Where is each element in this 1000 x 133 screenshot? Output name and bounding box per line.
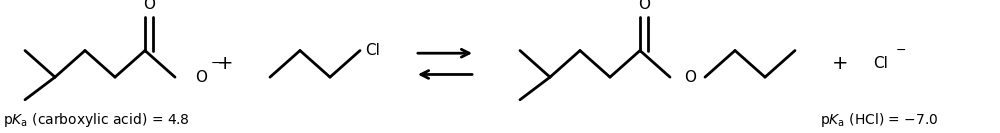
Text: p$K_{\mathrm{a}}$ (carboxylic acid) = 4.8: p$K_{\mathrm{a}}$ (carboxylic acid) = 4.… (3, 111, 190, 129)
Text: O: O (638, 0, 650, 12)
Text: p$K_{\mathrm{a}}$ (HCl) = −7.0: p$K_{\mathrm{a}}$ (HCl) = −7.0 (820, 111, 939, 129)
Text: Cl: Cl (873, 56, 888, 71)
Text: +: + (217, 54, 233, 73)
Text: +: + (832, 54, 848, 73)
Text: O: O (195, 70, 207, 85)
Text: −: − (211, 57, 221, 70)
Text: Cl: Cl (365, 43, 380, 58)
Text: O: O (684, 70, 696, 85)
Text: −: − (896, 44, 906, 57)
Text: O: O (143, 0, 155, 12)
